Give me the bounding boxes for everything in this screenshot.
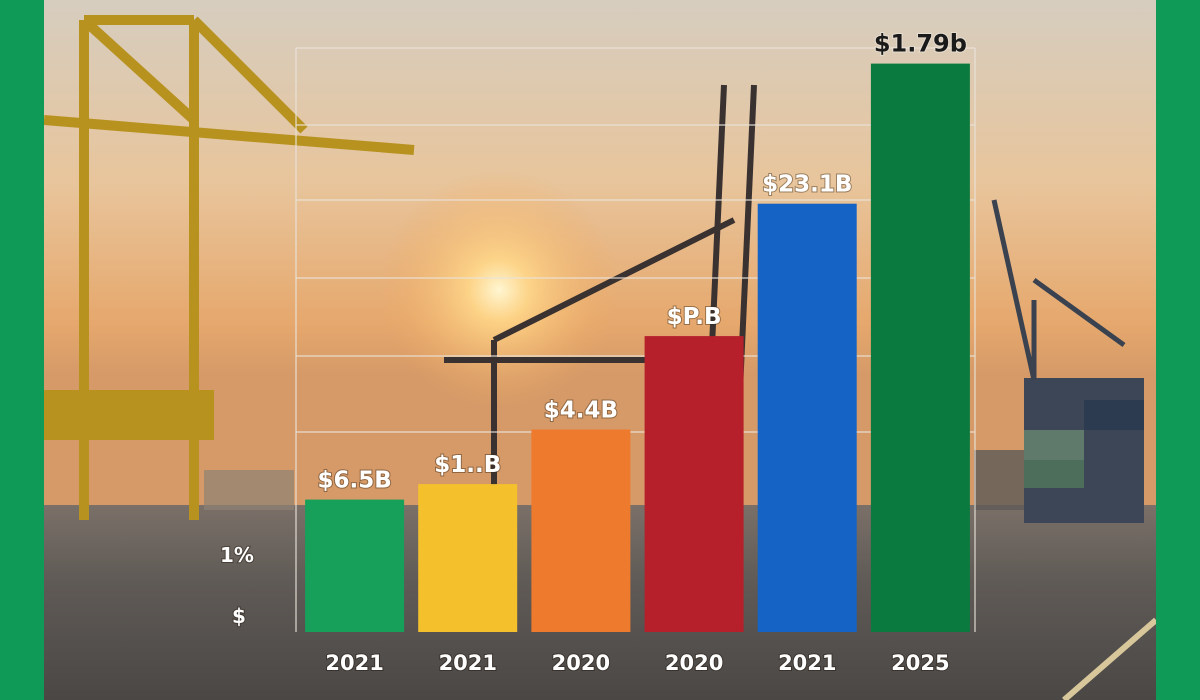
right-green-border	[1156, 0, 1200, 700]
x-tick-label-1: 2021	[439, 651, 497, 675]
bar-0	[305, 499, 405, 632]
side-label-upper: 1%	[220, 543, 254, 567]
bar-5	[870, 63, 970, 633]
chart-bars	[305, 63, 970, 633]
x-tick-label-5: 2025	[891, 651, 949, 675]
bar-3	[644, 336, 744, 632]
data-label-5: $1.79b	[874, 30, 967, 58]
port-scene-illustration	[44, 0, 1156, 700]
bar-1	[418, 484, 518, 632]
data-label-4: $23.1B	[762, 172, 852, 198]
bar-4	[757, 203, 857, 632]
side-label-lower: $	[232, 604, 246, 628]
bar-2	[531, 429, 631, 632]
data-label-1: $1..B	[434, 452, 501, 478]
x-tick-label-3: 2020	[665, 651, 723, 675]
x-tick-label-2: 2020	[552, 651, 610, 675]
port-background-photo	[44, 0, 1156, 700]
x-tick-label-4: 2021	[778, 651, 836, 675]
chart-x-tick-labels: 2021 2021 2020 2020 2021 2025	[324, 650, 950, 676]
data-label-3: $P.B	[667, 304, 722, 330]
data-label-0: $6.5B	[317, 468, 391, 494]
left-green-border	[0, 0, 44, 700]
x-tick-label-0: 2021	[325, 651, 383, 675]
chart-data-labels: $6.5B $1..B $4.4B $P.B $23.1B $1.79b	[316, 29, 967, 495]
chart-gridlines	[295, 47, 976, 632]
data-label-2: $4.4B	[544, 398, 618, 424]
